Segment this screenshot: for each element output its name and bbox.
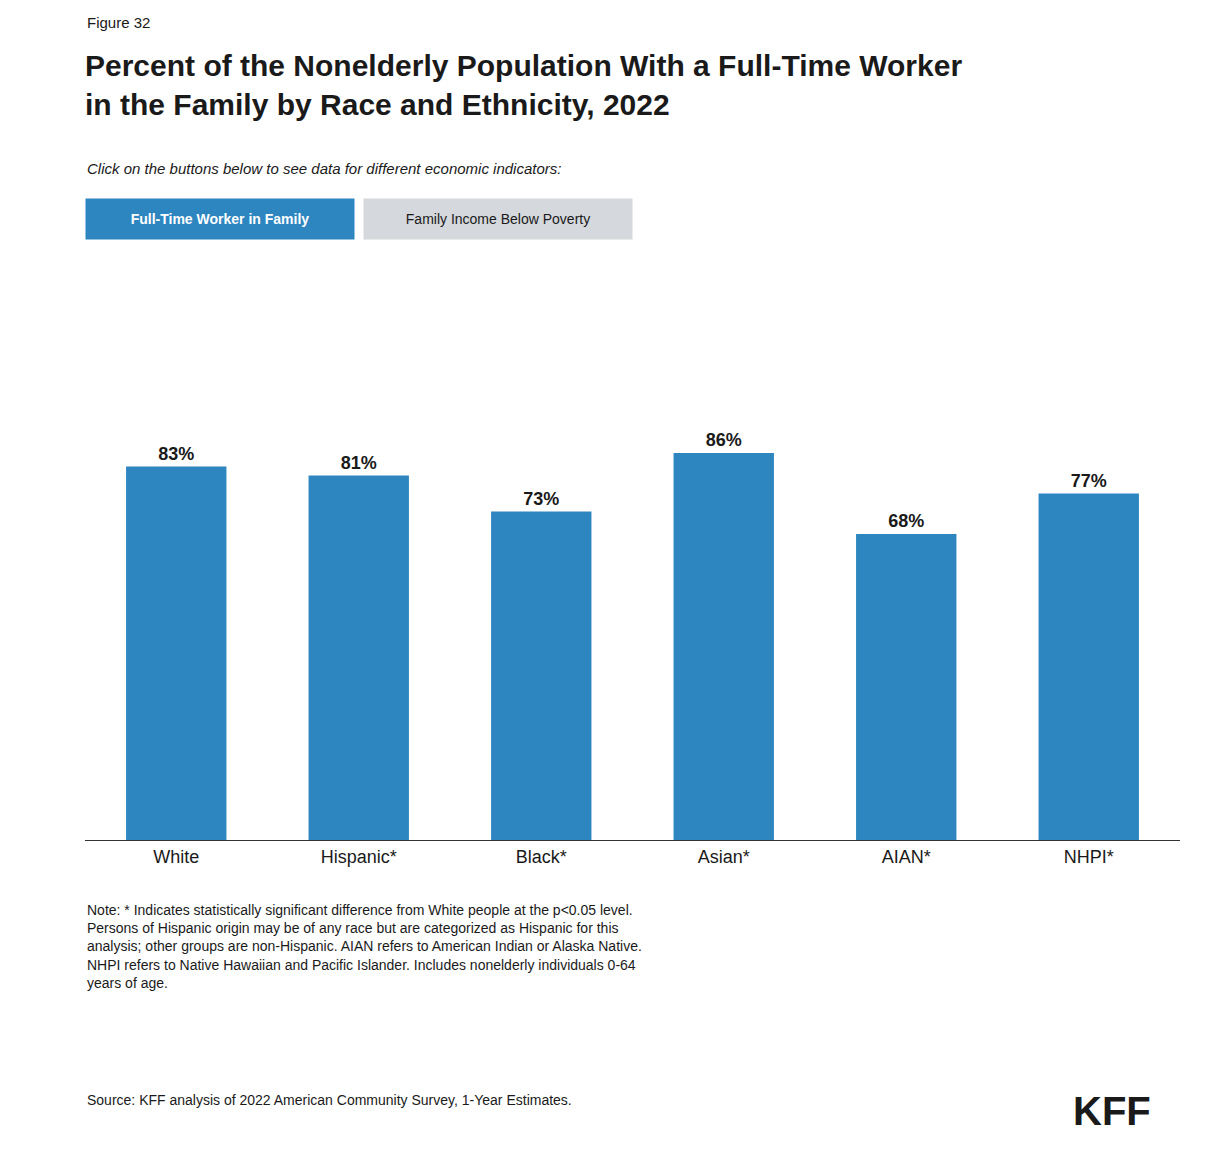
svg-text:Asian*: Asian*	[698, 847, 750, 867]
svg-text:Source: KFF analysis of 2022 A: Source: KFF analysis of 2022 American Co…	[87, 1092, 572, 1108]
svg-text:Figure 32: Figure 32	[87, 14, 150, 31]
svg-text:Full-Time Worker in Family: Full-Time Worker in Family	[131, 211, 310, 227]
svg-text:White: White	[153, 847, 199, 867]
svg-text:Family Income Below Poverty: Family Income Below Poverty	[406, 211, 590, 227]
svg-text:81%: 81%	[341, 453, 377, 473]
svg-text:Black*: Black*	[516, 847, 567, 867]
svg-text:Percent of the Nonelderly Popu: Percent of the Nonelderly Population Wit…	[85, 49, 962, 121]
svg-text:83%: 83%	[158, 444, 194, 464]
svg-text:86%: 86%	[706, 430, 742, 450]
svg-text:NHPI*: NHPI*	[1064, 847, 1114, 867]
svg-text:73%: 73%	[523, 489, 559, 509]
svg-text:77%: 77%	[1071, 471, 1107, 491]
svg-text:Hispanic*: Hispanic*	[321, 847, 397, 867]
svg-text:AIAN*: AIAN*	[882, 847, 931, 867]
svg-text:68%: 68%	[888, 511, 924, 531]
svg-text:KFF: KFF	[1073, 1089, 1151, 1133]
svg-text:Note: * Indicates statisticall: Note: * Indicates statistically signific…	[87, 902, 642, 991]
svg-text:Click on the buttons below to: Click on the buttons below to see data f…	[87, 160, 561, 177]
